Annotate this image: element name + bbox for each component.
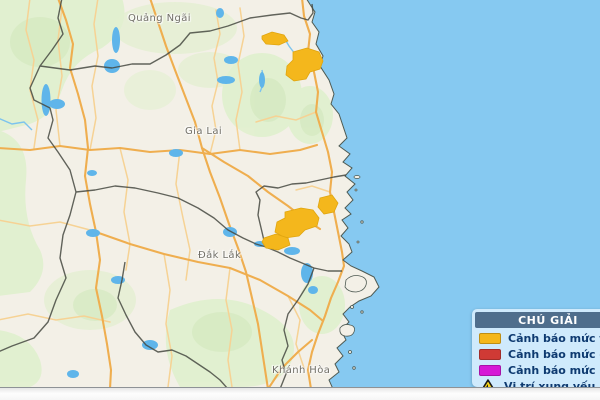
legend-item-label: Vị trí xung yếu — [504, 379, 596, 388]
map-canvas[interactable] — [0, 0, 600, 391]
legend-panel: CHÚ GIẢI Cảnh báo mức trung bình Cảnh bá… — [472, 309, 600, 387]
medium-warning-swatch — [479, 332, 501, 344]
legend-title: CHÚ GIẢI — [475, 312, 600, 328]
legend-item-very-high: Cảnh báo mức rất cao — [472, 362, 600, 378]
high-warning-swatch — [479, 348, 501, 360]
warning-area — [285, 47, 324, 82]
legend-item-high: Cảnh báo mức cao — [472, 346, 600, 362]
warning-area — [261, 31, 289, 46]
warning-area-polygons — [261, 31, 339, 251]
legend-item-label: Cảnh báo mức cao — [508, 347, 600, 361]
warning-area — [317, 194, 339, 215]
very-high-warning-swatch — [479, 364, 501, 376]
islands — [339, 175, 367, 370]
legend-item-medium: Cảnh báo mức trung bình — [472, 330, 600, 346]
warning-area — [274, 207, 320, 239]
admin-boundaries — [0, 0, 347, 390]
map-svg — [0, 0, 600, 391]
warning-area — [261, 233, 291, 251]
legend-item-critical-location: Vị trí xung yếu — [472, 378, 600, 387]
sea — [307, 0, 600, 389]
legend-item-label: Cảnh báo mức trung bình — [508, 331, 600, 345]
legend-item-label: Cảnh báo mức rất cao — [508, 363, 600, 377]
warning-triangle-icon — [479, 378, 497, 387]
forest-patches-dark — [10, 17, 324, 352]
window-bottom-strip — [0, 387, 600, 400]
